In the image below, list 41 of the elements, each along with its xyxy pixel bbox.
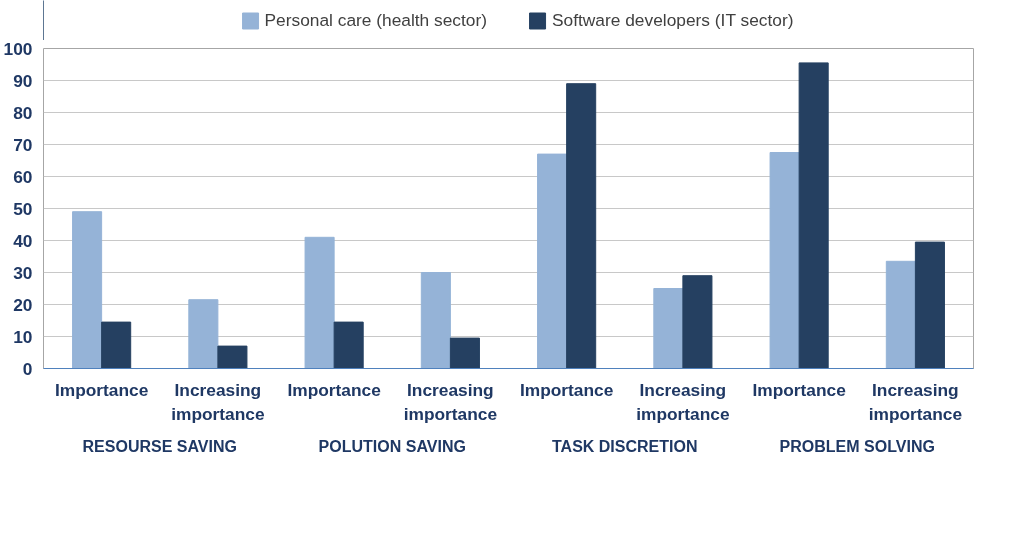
bar <box>798 62 829 369</box>
text: RESOURSE SAVING <box>82 437 237 455</box>
text: PROBLEM SOLVING <box>779 437 935 455</box>
text: TASK DISCRETION <box>552 437 698 455</box>
y-tick-label: 40 <box>13 230 33 251</box>
y-tick-label: 20 <box>13 294 33 315</box>
bar <box>566 83 597 369</box>
bar <box>653 288 684 369</box>
x-tick-label: Increasing importance <box>636 379 730 424</box>
y-tick-label: 10 <box>13 326 33 347</box>
bar <box>449 337 480 369</box>
x-tick-label: Increasing importance <box>171 379 265 424</box>
bar <box>101 321 132 369</box>
y-tick-label: 0 <box>22 358 33 379</box>
y-tick-label: 60 <box>13 166 33 187</box>
y-tick-label: 80 <box>13 102 33 123</box>
y-tick-label: 50 <box>13 198 33 219</box>
y-tick-label: 100 <box>3 38 33 59</box>
x-tick-label: Increasing importance <box>868 379 963 424</box>
x-tick-label: Importance <box>752 379 847 400</box>
x-tick-label: Importance <box>519 379 614 400</box>
bar <box>537 153 568 369</box>
bar <box>188 299 219 369</box>
x-tick-label: Importance <box>54 379 149 400</box>
bar <box>304 236 335 369</box>
bar <box>217 345 248 369</box>
text: POLUTION SAVING <box>318 437 466 455</box>
y-tick-label: 70 <box>13 134 33 155</box>
legend-label: Personal care (health sector) <box>264 9 488 31</box>
y-tick-label: 90 <box>13 70 33 91</box>
legend-label: Software developers (IT sector) <box>552 9 794 31</box>
bar <box>914 241 945 369</box>
y-tick-label: 30 <box>13 262 33 283</box>
x-tick-label: Importance <box>287 379 382 400</box>
bar <box>420 272 451 369</box>
x-tick-label: Increasing importance <box>403 379 498 424</box>
bar <box>769 152 800 369</box>
bar <box>72 211 103 369</box>
bar <box>333 321 364 369</box>
bar <box>682 275 713 369</box>
bar <box>885 260 916 369</box>
